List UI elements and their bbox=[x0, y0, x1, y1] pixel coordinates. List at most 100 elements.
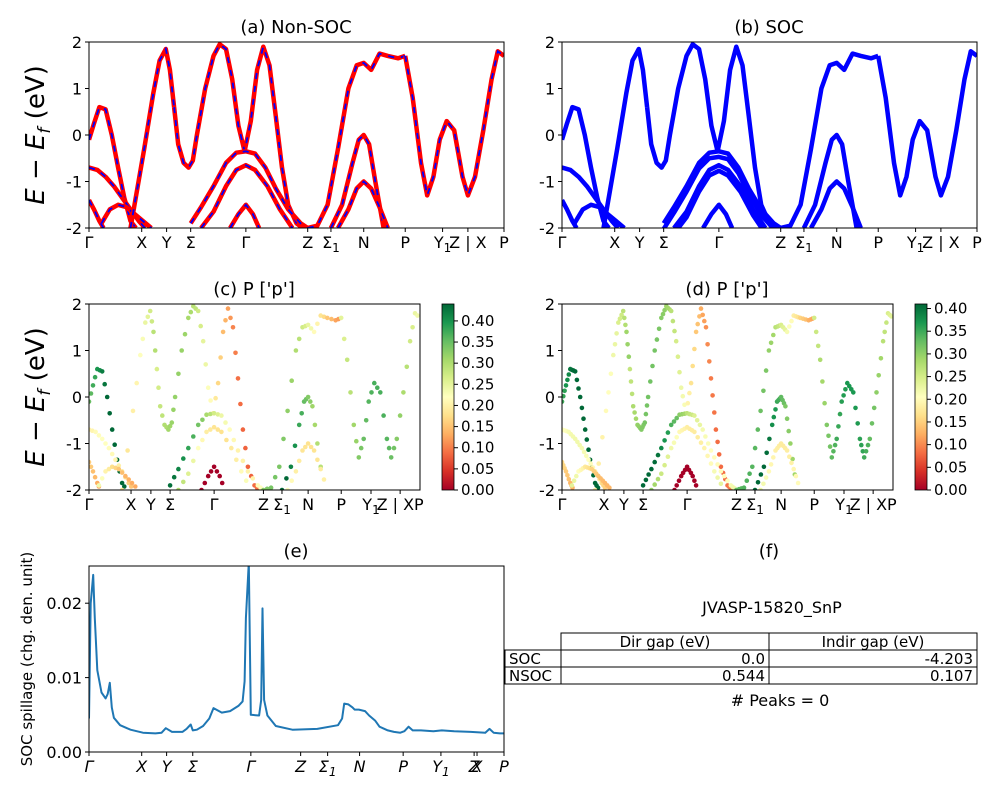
projection-point bbox=[89, 391, 94, 396]
projection-point bbox=[703, 434, 708, 439]
projection-point bbox=[191, 458, 196, 464]
projection-point bbox=[761, 481, 766, 487]
projection-point bbox=[289, 378, 295, 384]
x-tick-label: X bbox=[135, 757, 148, 776]
x-tick-label-main: Y bbox=[432, 757, 443, 776]
projection-point bbox=[311, 448, 317, 453]
projection-point bbox=[649, 487, 654, 490]
projection-point bbox=[296, 422, 302, 428]
projection-point bbox=[763, 475, 769, 480]
projection-point bbox=[677, 369, 682, 375]
projection-point bbox=[92, 474, 98, 480]
projection-point bbox=[181, 479, 186, 485]
projection-point bbox=[296, 458, 302, 464]
projection-point bbox=[305, 394, 311, 400]
projection-point bbox=[588, 461, 593, 466]
projection-point bbox=[407, 338, 413, 344]
x-tick-label-main: P bbox=[972, 233, 982, 252]
projection-point bbox=[758, 408, 763, 414]
projection-point bbox=[243, 478, 249, 484]
x-tick-label-main: X bbox=[609, 233, 620, 252]
projection-point bbox=[102, 381, 107, 387]
projection-point bbox=[673, 338, 679, 344]
projection-point bbox=[702, 318, 707, 324]
projection-point bbox=[109, 427, 115, 432]
projection-point bbox=[841, 393, 846, 398]
projection-point bbox=[832, 442, 838, 448]
projection-point bbox=[614, 331, 619, 336]
x-tick-label-main: Σ bbox=[188, 757, 199, 776]
panel-e-yticks: 0.00 0.01 0.02 bbox=[46, 594, 89, 762]
x-tick-label-main: Γ bbox=[85, 233, 94, 252]
projection-point bbox=[220, 329, 226, 335]
projection-point bbox=[843, 387, 848, 392]
projection-point bbox=[186, 315, 191, 321]
x-tick-label: Σ1 bbox=[795, 233, 813, 255]
projection-point bbox=[279, 487, 285, 490]
nonsoc-band-dash-5 bbox=[173, 42, 308, 228]
x-tick-label-main: Σ bbox=[659, 233, 669, 252]
projection-point bbox=[293, 469, 299, 474]
projection-point bbox=[863, 449, 869, 454]
projection-point bbox=[584, 453, 589, 459]
x-tick-label: Z bbox=[258, 495, 269, 514]
projection-point bbox=[186, 445, 191, 451]
projection-point bbox=[752, 445, 758, 451]
projection-point bbox=[784, 329, 790, 335]
nonsoc-band-dash-2 bbox=[89, 199, 105, 228]
projection-point bbox=[712, 410, 717, 415]
table-value-nsoc-dir: 0.544 bbox=[722, 667, 765, 685]
y-tick-label: 0 bbox=[72, 388, 82, 407]
colorbar-tick-label: 0.25 bbox=[461, 375, 494, 393]
projection-point bbox=[312, 422, 318, 428]
projection-point bbox=[764, 450, 769, 456]
projection-point bbox=[351, 422, 357, 428]
x-tick-label: P bbox=[398, 757, 408, 776]
projection-point bbox=[321, 477, 327, 482]
ylabel-bands-mid: E − Ef (eV) bbox=[21, 327, 55, 467]
colorbar-tick-label: 0.05 bbox=[934, 458, 967, 476]
projection-point bbox=[166, 427, 171, 432]
projection-point bbox=[133, 484, 138, 489]
panel-c-xticks: Γ X Y Σ Γ Z Σ1 N P Y1Z | XP bbox=[85, 490, 424, 517]
x-tick-label-main: Γ bbox=[241, 233, 250, 252]
projection-point bbox=[650, 363, 655, 369]
panel-a-yticks: -2 -1 0 1 2 bbox=[66, 33, 89, 238]
x-tick-label-sub: 1 bbox=[372, 503, 380, 517]
soc-band-4 bbox=[601, 46, 650, 228]
x-tick-label-main: Z bbox=[468, 757, 481, 776]
projection-point bbox=[582, 427, 588, 432]
nonsoc-band-3 bbox=[99, 202, 153, 228]
soc-band-5 bbox=[644, 42, 781, 228]
projection-point bbox=[626, 354, 632, 360]
colorbar-tick-label: 0.00 bbox=[461, 481, 494, 499]
projection-point bbox=[394, 436, 400, 442]
projection-point bbox=[154, 366, 160, 372]
x-tick-label: Y1 bbox=[433, 233, 451, 255]
x-tick-label-main: Y bbox=[361, 495, 372, 514]
nonsoc-band-dash-10 bbox=[330, 133, 385, 228]
projection-point bbox=[629, 391, 635, 397]
projection-point bbox=[200, 437, 205, 443]
projection-point bbox=[563, 383, 569, 388]
colorbar-tick-label: 0.15 bbox=[461, 418, 494, 436]
x-tick-label-sub: 1 bbox=[444, 241, 452, 255]
projection-point bbox=[401, 390, 406, 395]
projection-point bbox=[562, 399, 565, 404]
projection-point bbox=[707, 359, 712, 364]
y-tick-label: -2 bbox=[539, 481, 555, 500]
projection-point bbox=[208, 411, 213, 417]
projection-point bbox=[191, 434, 196, 439]
projection-point bbox=[817, 357, 823, 363]
projection-point bbox=[361, 436, 367, 442]
projection-point bbox=[103, 441, 108, 446]
table-header-indir: Indir gap (eV) bbox=[822, 633, 925, 651]
panel-a-title: (a) Non-SOC bbox=[240, 17, 351, 38]
projection-point bbox=[363, 418, 369, 423]
projection-point bbox=[715, 475, 720, 480]
projection-point bbox=[217, 473, 222, 479]
projection-point bbox=[603, 408, 609, 414]
projection-point bbox=[627, 366, 633, 372]
colorbar-tick-label: 0.20 bbox=[934, 390, 967, 408]
projection-point bbox=[119, 480, 125, 486]
